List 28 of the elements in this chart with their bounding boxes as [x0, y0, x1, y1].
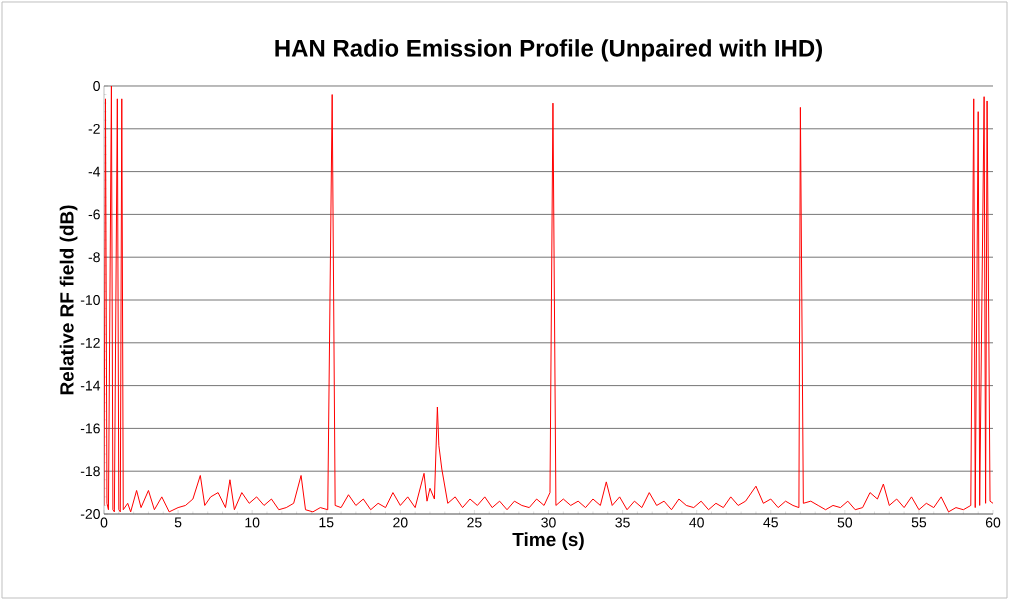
x-tick-label: 35 — [615, 517, 630, 528]
y-tick-label: -18 — [80, 466, 100, 477]
y-tick-label: -10 — [80, 295, 100, 305]
line-series — [104, 86, 993, 513]
x-tick-label: 0 — [100, 517, 108, 528]
y-tick-label: -6 — [88, 209, 100, 220]
x-tick-label: 25 — [467, 517, 482, 528]
y-tick-label: -12 — [80, 337, 100, 348]
x-tick-label: 5 — [174, 517, 182, 528]
x-tick-label: 15 — [319, 517, 334, 528]
x-tick-label: 50 — [837, 517, 853, 528]
y-tick-label: -4 — [88, 166, 101, 177]
x-tick-label: 60 — [985, 517, 1001, 528]
x-tick-label: 40 — [689, 517, 704, 528]
x-tick-label: 10 — [245, 517, 260, 528]
chart-title: HAN Radio Emission Profile (Unpaired with IHD) — [275, 39, 822, 62]
x-tick-label: 45 — [763, 517, 778, 528]
x-tick-label: 30 — [541, 517, 556, 528]
y-axis-title: Relative RF field (dB) — [59, 205, 78, 395]
y-tick-label: -8 — [88, 252, 100, 263]
x-tick-label: 55 — [911, 517, 927, 528]
x-axis-title: Time (s) — [512, 532, 584, 550]
y-tick-label: -14 — [80, 380, 101, 391]
y-tick-label: -2 — [88, 123, 100, 134]
y-tick-label: -16 — [80, 423, 100, 434]
y-tick-label: 0 — [93, 81, 100, 91]
x-tick-label: 20 — [393, 517, 408, 528]
y-tick-label: -20 — [80, 509, 100, 519]
